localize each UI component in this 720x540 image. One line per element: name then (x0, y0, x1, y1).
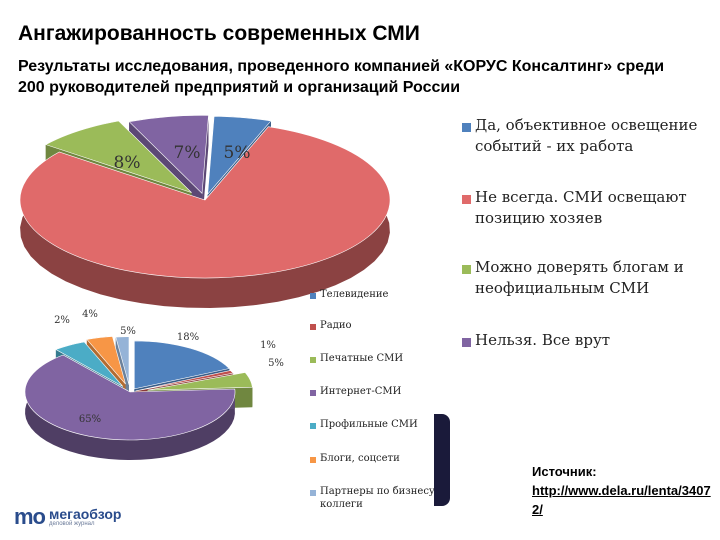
legend-swatch-радио (310, 324, 316, 330)
decorative-panel (434, 414, 450, 506)
legend-label-интернет-сми: Интернет-СМИ (320, 386, 402, 397)
pie-data-label-можно-доверять-блогам-и-неофициальным-сми: 8% (114, 153, 141, 173)
legend-sources: Телевидение Радио Печатные СМИ Интернет-СМИ… (310, 289, 438, 510)
pie-chart-trust: 5% 8% 7% (19, 115, 391, 308)
pie-slice-радио (135, 370, 234, 392)
legend-label-да-объективное-освещение-событий-их-работа: Да, объективное освещение (475, 116, 698, 134)
legend-label-можно-доверять-блогам-и-неофициальным-сми: Можно доверять блогам и (475, 258, 684, 276)
legend-swatch-можно-доверять-блогам-и-неофициальным-сми (462, 265, 471, 274)
legend-label-можно-доверять-блогам-и-неофициальным-сми: неофициальным СМИ (475, 279, 649, 297)
legend-swatch-нельзя-все-врут (462, 338, 471, 347)
pie-slice-профильные-сми (55, 341, 124, 387)
pie-wall-нельзя-все-врут (202, 115, 209, 224)
pie-data-label-телевидение: 18% (177, 332, 199, 343)
legend-label-телевидение: Телевидение (320, 289, 389, 300)
pie-slice-печатные-сми (147, 372, 253, 391)
pie-slice-да-объективное-освещение-событий-их-работа (207, 115, 272, 196)
logo-mark: mo (14, 504, 46, 529)
source-link[interactable]: http://www.dela.ru/lenta/34072/ (532, 483, 711, 517)
logo-name: мегаобзор (49, 505, 122, 522)
source-block: Источник: http://www.dela.ru/lenta/34072… (532, 462, 712, 519)
pie-data-label-радио: 1% (260, 340, 276, 351)
legend-label-профильные-сми: Профильные СМИ (320, 419, 418, 430)
legend-label-не-всегда-сми-освещают-позицию-хозяев: позицию хозяев (475, 209, 602, 227)
pie-data-label-печатные-сми: 5% (268, 358, 284, 369)
page-subtitle: Результаты исследования, проведенного ко… (18, 58, 665, 96)
pie-data-label-да-объективное-освещение-событий-их-работа: 5% (224, 143, 251, 163)
pie-wall-партнеры-по-бизнесу-коллеги (115, 337, 129, 405)
pie-chart-sources: 18% 1% 5% 65% 5% 4% 2% (24, 309, 284, 460)
legend-swatch-не-всегда-сми-освещают-позицию-хозяев (462, 195, 471, 204)
legend-label-блоги-соцсети: Блоги, соцсети (320, 453, 400, 464)
pie-slice-блоги-соцсети (86, 336, 126, 385)
legend-label-нельзя-все-врут: Нельзя. Все врут (475, 331, 610, 349)
legend-label-печатные-сми: Печатные СМИ (320, 353, 403, 364)
pie-slice-нельзя-все-врут (128, 115, 209, 195)
pie-data-label-нельзя-все-врут: 7% (174, 143, 201, 163)
pie-slice-не-всегда-сми-освещают-позицию-хозяев (19, 126, 391, 279)
source-title: Источник: (532, 464, 597, 479)
pie-slice-можно-доверять-блогам-и-неофициальным-сми (45, 120, 192, 193)
pie-slice-телевидение (133, 340, 230, 390)
legend-swatch-блоги-соцсети (310, 457, 316, 463)
pie-data-label-интернет-сми: 65% (79, 414, 101, 425)
legend-label-да-объективное-освещение-событий-их-работа: событий - их работа (475, 137, 633, 155)
pie-slice-интернет-сми (24, 354, 236, 441)
legend-label-не-всегда-сми-освещают-позицию-хозяев: Не всегда. СМИ освещают (475, 188, 687, 206)
legend-swatch-печатные-сми (310, 357, 316, 363)
pie-data-label-профильные-сми: 5% (120, 326, 136, 337)
legend-swatch-телевидение (310, 293, 316, 299)
legend-label-радио: Радио (320, 320, 352, 331)
legend-swatch-партнеры-по-бизнесу-коллеги (310, 490, 316, 496)
logo-tagline: деловой журнал (49, 520, 95, 527)
legend-trust: Да, объективное освещение событий - их ра… (462, 116, 698, 349)
legend-label-партнеры-по-бизнесу-коллеги: Партнеры по бизнесу, (320, 486, 438, 497)
page-title: Ангажированность современных СМИ (18, 22, 420, 45)
legend-swatch-интернет-сми (310, 390, 316, 396)
pie-data-label-блоги-соцсети: 4% (82, 309, 98, 320)
legend-swatch-профильные-сми (310, 423, 316, 429)
logo: mo мегаобзор деловой журнал (14, 504, 122, 530)
legend-label-партнеры-по-бизнесу-коллеги: коллеги (320, 499, 363, 510)
legend-swatch-да-объективное-освещение-событий-их-работа (462, 123, 471, 132)
pie-slice-партнеры-по-бизнесу-коллеги (115, 336, 130, 385)
pie-data-label-партнеры-по-бизнесу-коллеги: 2% (54, 315, 70, 326)
